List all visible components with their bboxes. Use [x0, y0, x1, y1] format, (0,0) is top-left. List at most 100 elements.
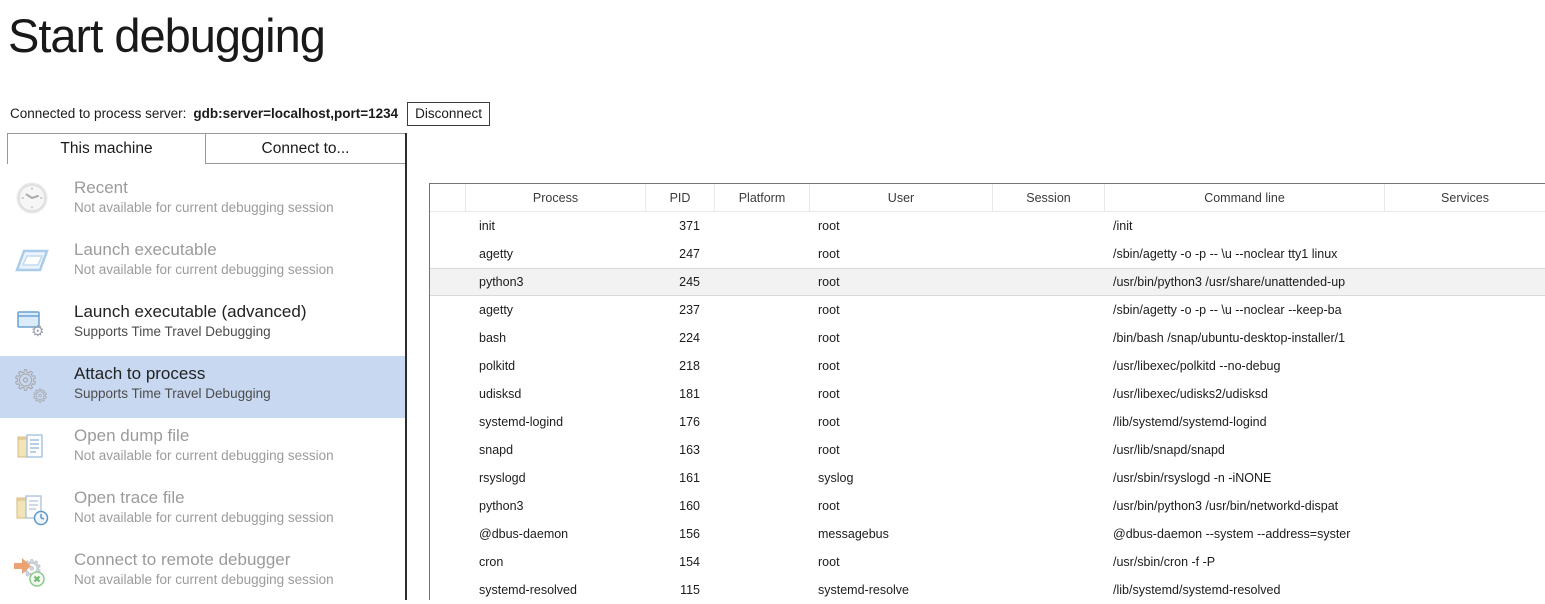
cell-pid: 181 — [679, 387, 700, 401]
column-header-platform[interactable]: Platform — [715, 184, 810, 211]
column-header-session[interactable]: Session — [993, 184, 1105, 211]
cell-process: bash — [479, 331, 507, 345]
cell-pid: 115 — [680, 583, 700, 597]
machine-tabs: This machine Connect to... — [0, 133, 406, 165]
sidebar-item-label: Open trace file — [74, 488, 185, 507]
process-table: Process PID Platform User Session Command lin… — [429, 183, 1545, 600]
cell-command-line: /sbin/agetty -o -p -- \u --noclear tty1 … — [1113, 247, 1338, 261]
cell-command-line: /init — [1113, 219, 1133, 233]
cell-user: root — [818, 303, 840, 317]
process-row[interactable]: systemd-logind 176 root/lib/systemd/system… — [430, 408, 1545, 436]
cell-pid: 371 — [679, 219, 700, 233]
svg-text:⚙: ⚙ — [32, 386, 48, 406]
cell-user: root — [818, 499, 840, 513]
cell-process: udisksd — [479, 387, 522, 401]
cell-user: root — [818, 275, 840, 289]
cell-process: cron — [479, 555, 504, 569]
sidebar-item-recent[interactable]: Recent Not available for current debuggi… — [0, 170, 405, 232]
column-header-user[interactable]: User — [810, 184, 993, 211]
tab-this-machine[interactable]: This machine — [7, 133, 206, 164]
process-row[interactable]: python3 160 root/usr/bin/python3 /usr/bin/… — [430, 492, 1545, 520]
clock-icon — [8, 176, 56, 220]
window-icon — [8, 238, 56, 282]
sidebar-item-connect-to-remote-debugger[interactable]: ⚙ Connect to remote debugger Not availab… — [0, 542, 405, 604]
window-gear-icon: ⚙ — [8, 300, 56, 344]
cell-process: agetty — [479, 247, 514, 261]
cell-command-line: /usr/libexec/polkitd --no-debug — [1113, 359, 1281, 373]
cell-user: root — [818, 331, 840, 345]
cell-process: python3 — [479, 499, 524, 513]
column-header-process[interactable]: Process — [466, 184, 646, 211]
column-header-services[interactable]: Services — [1441, 190, 1489, 205]
cell-pid: 245 — [679, 275, 700, 289]
process-row[interactable]: udisksd 181 root/usr/libexec/udisks2/udisk… — [430, 380, 1545, 408]
cell-pid: 247 — [679, 247, 700, 261]
cell-command-line: /usr/sbin/rsyslogd -n -iNONE — [1113, 471, 1272, 485]
cell-command-line: /usr/lib/snapd/snapd — [1113, 443, 1225, 457]
cell-command-line: /usr/libexec/udisks2/udisksd — [1113, 387, 1268, 401]
connection-label: Connected to process server: — [10, 106, 187, 121]
cell-pid: 237 — [679, 303, 700, 317]
sidebar-item-open-trace-file[interactable]: Open trace file Not available for curren… — [0, 480, 405, 542]
process-row[interactable]: rsyslogd 161 syslog/usr/sbin/rsyslogd -n -… — [430, 464, 1545, 492]
process-row[interactable]: snapd 163 root/usr/lib/snapd/snapd — [430, 436, 1545, 464]
sidebar-item-attach-to-process[interactable]: ⚙ ⚙ Attach to process Supports Time Trav… — [0, 356, 405, 418]
cell-user: root — [818, 247, 840, 261]
cell-user: root — [818, 219, 840, 233]
process-row[interactable]: polkitd 218 root/usr/libexec/polkitd --no-… — [430, 352, 1545, 380]
cell-pid: 224 — [679, 331, 700, 345]
process-row[interactable]: cron 154 root/usr/sbin/cron -f -P — [430, 548, 1545, 576]
disconnect-button[interactable]: Disconnect — [407, 101, 490, 126]
cell-user: root — [818, 387, 840, 401]
cell-command-line: /usr/bin/python3 /usr/bin/networkd-dispa… — [1113, 499, 1339, 513]
sidebar-item-open-dump-file[interactable]: Open dump file Not available for current… — [0, 418, 405, 480]
cell-user: messagebus — [818, 527, 889, 541]
cell-process: python3 — [479, 275, 524, 289]
sidebar-item-label: Recent — [74, 178, 128, 197]
process-row[interactable]: python3 245 root/usr/bin/python3 /usr/shar… — [430, 268, 1545, 296]
cell-command-line: /sbin/agetty -o -p -- \u --noclear --kee… — [1113, 303, 1342, 317]
process-row[interactable]: systemd-resolved 115 systemd-resolve/lib/s… — [430, 576, 1545, 600]
cell-user: root — [818, 443, 840, 457]
process-row[interactable]: agetty 237 root/sbin/agetty -o -p -- \u --… — [430, 296, 1545, 324]
sidebar-item-subtitle: Supports Time Travel Debugging — [74, 386, 271, 401]
sidebar-item-label: Open dump file — [74, 426, 190, 445]
sidebar-item-subtitle: Not available for current debugging sess… — [74, 572, 334, 587]
cell-command-line: /usr/sbin/cron -f -P — [1113, 555, 1216, 569]
cell-pid: 161 — [679, 471, 700, 485]
sidebar-item-subtitle: Not available for current debugging sess… — [74, 448, 334, 463]
connection-status-bar: Connected to process server: gdb:server=… — [10, 100, 490, 127]
tab-connect-to[interactable]: Connect to... — [206, 133, 405, 164]
page-title: Start debugging — [8, 9, 326, 62]
column-header-pid[interactable]: PID — [646, 184, 715, 211]
cell-user: systemd-resolve — [818, 583, 909, 597]
process-row[interactable]: bash 224 root/bin/bash /snap/ubuntu-deskto… — [430, 324, 1545, 352]
sidebar-item-subtitle: Supports Time Travel Debugging — [74, 324, 271, 339]
process-row[interactable]: init 371 root/init — [430, 212, 1545, 240]
cell-pid: 160 — [679, 499, 700, 513]
folder-trace-icon — [8, 486, 56, 530]
sidebar-item-label: Attach to process — [74, 364, 206, 383]
column-header-command-line[interactable]: Command line — [1105, 184, 1385, 211]
folder-document-icon — [8, 424, 56, 468]
process-row[interactable]: @dbus-daemon 156 messagebus @dbus-daemon --… — [430, 520, 1545, 548]
cell-command-line: /usr/bin/python3 /usr/share/unattended-u… — [1113, 275, 1346, 289]
cell-pid: 154 — [679, 555, 700, 569]
sidebar-item-subtitle: Not available for current debugging sess… — [74, 262, 334, 277]
cell-command-line: /lib/systemd/systemd-resolved — [1113, 583, 1281, 597]
cell-pid: 163 — [679, 443, 700, 457]
cell-process: agetty — [479, 303, 514, 317]
cell-user: root — [818, 555, 840, 569]
cell-process: @dbus-daemon — [479, 527, 569, 541]
cell-process: systemd-resolved — [479, 583, 577, 597]
sidebar-item-launch-executable-advanced[interactable]: ⚙ Launch executable (advanced) Supports … — [0, 294, 405, 356]
column-header-blank[interactable] — [430, 184, 466, 211]
cell-command-line: @dbus-daemon --system --address=syster — [1113, 527, 1351, 541]
process-table-header: Process PID Platform User Session Command lin… — [430, 184, 1545, 212]
sidebar-item-launch-executable[interactable]: Launch executable Not available for curr… — [0, 232, 405, 294]
cell-process: init — [479, 219, 495, 233]
remote-debugger-icon: ⚙ — [8, 548, 56, 592]
cell-user: root — [818, 359, 840, 373]
svg-text:⚙: ⚙ — [13, 364, 38, 397]
process-row[interactable]: agetty 247 root/sbin/agetty -o -p -- \u --… — [430, 240, 1545, 268]
